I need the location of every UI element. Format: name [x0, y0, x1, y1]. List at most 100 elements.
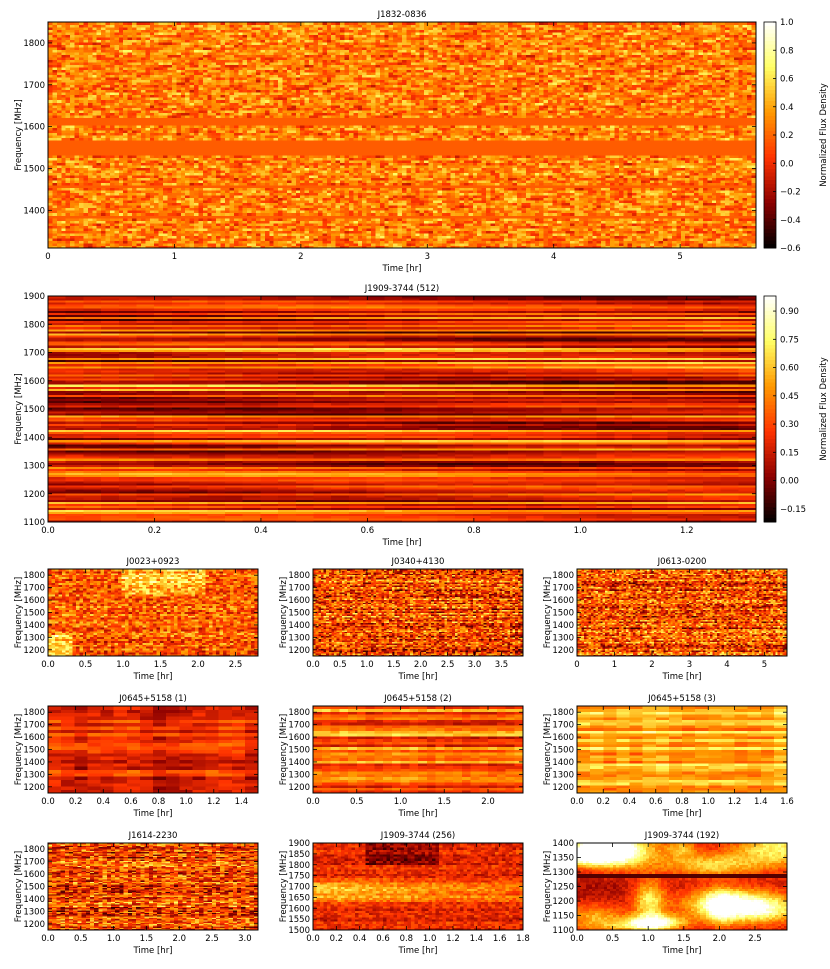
heatmap-cell	[565, 180, 571, 184]
heatmap-cell	[278, 210, 283, 214]
heatmap-cell	[432, 227, 438, 231]
heatmap-cell	[645, 182, 651, 186]
heatmap-cell	[592, 237, 598, 241]
heatmap-cell	[521, 245, 527, 249]
heatmap-cell	[326, 185, 332, 189]
heatmap-cell	[278, 225, 283, 229]
heatmap-cell	[145, 217, 151, 221]
heatmap-cell	[313, 172, 319, 176]
heatmap-cell	[220, 207, 226, 211]
heatmap-cell	[220, 187, 226, 191]
heatmap-cell	[384, 172, 390, 176]
heatmap-cell	[278, 170, 283, 174]
heatmap-cell	[742, 235, 748, 239]
heatmap-cell	[667, 217, 673, 221]
heatmap-cell	[406, 180, 412, 184]
heatmap-cell	[247, 182, 252, 186]
heatmap-cell	[198, 175, 204, 179]
heatmap-cell	[428, 242, 434, 246]
heatmap-cell	[295, 182, 301, 186]
heatmap-cell	[561, 222, 567, 226]
heatmap-cell	[552, 210, 558, 214]
heatmap-cell	[508, 242, 514, 246]
heatmap-cell	[725, 182, 730, 186]
heatmap-cell	[198, 192, 204, 196]
heatmap-cell	[654, 175, 660, 179]
heatmap-cell	[525, 240, 531, 244]
heatmap-cell	[463, 237, 469, 241]
heatmap-cell	[87, 230, 93, 234]
heatmap-cell	[424, 187, 429, 191]
heatmap-cell	[450, 187, 456, 191]
heatmap-cell	[78, 190, 84, 194]
heatmap-cell	[738, 212, 744, 216]
heatmap-cell	[437, 222, 443, 226]
heatmap-cell	[410, 200, 416, 204]
heatmap-cell	[317, 192, 323, 196]
heatmap-cell	[291, 230, 297, 234]
heatmap-cell	[273, 187, 279, 191]
heatmap-cell	[300, 225, 306, 229]
heatmap-cell	[52, 225, 58, 229]
heatmap-cell	[463, 240, 469, 244]
heatmap-cell	[295, 210, 301, 214]
heatmap-cell	[402, 177, 407, 181]
heatmap-cell	[499, 215, 505, 219]
heatmap-cell	[286, 182, 292, 186]
heatmap-cell	[83, 245, 89, 249]
heatmap-cell	[751, 237, 757, 241]
heatmap-cell	[247, 227, 252, 231]
heatmap-cell	[463, 172, 469, 176]
heatmap-cell	[539, 220, 544, 224]
heatmap-cell	[353, 235, 359, 239]
heatmap-cell	[548, 235, 553, 239]
heatmap-cell	[702, 232, 708, 236]
heatmap-cell	[278, 212, 283, 216]
heatmap-cell	[570, 217, 575, 221]
heatmap-cell	[725, 207, 730, 211]
heatmap-cell	[384, 235, 390, 239]
heatmap-cell	[667, 202, 673, 206]
heatmap-cell	[618, 240, 624, 244]
heatmap-cell	[194, 172, 199, 176]
heatmap-cell	[534, 222, 540, 226]
heatmap-cell	[264, 202, 270, 206]
heatmap-cell	[410, 185, 416, 189]
heatmap-cell	[260, 222, 266, 226]
heatmap-cell	[216, 240, 221, 244]
heatmap-cell	[609, 205, 615, 209]
heatmap-cell	[260, 205, 266, 209]
heatmap-cell	[65, 237, 71, 241]
heatmap-cell	[543, 230, 549, 234]
heatmap-cell	[295, 195, 301, 199]
heatmap-cell	[499, 195, 505, 199]
heatmap-cell	[503, 222, 509, 226]
heatmap-cell	[136, 192, 142, 196]
heatmap-cell	[118, 192, 124, 196]
heatmap-cell	[154, 202, 160, 206]
heatmap-cell	[636, 185, 642, 189]
heatmap-cell	[278, 222, 283, 226]
heatmap-cell	[534, 185, 540, 189]
heatmap-cell	[534, 175, 540, 179]
heatmap-cell	[636, 205, 642, 209]
heatmap-cell	[145, 180, 151, 184]
heatmap-cell	[508, 230, 514, 234]
heatmap-cell	[711, 215, 717, 219]
heatmap-cell	[273, 172, 279, 176]
heatmap-cell	[596, 177, 602, 181]
heatmap-cell	[592, 245, 598, 249]
heatmap-cell	[428, 180, 434, 184]
heatmap-cell	[229, 225, 235, 229]
heatmap-cell	[300, 197, 306, 201]
heatmap-cell	[273, 212, 279, 216]
heatmap-cell	[114, 245, 120, 249]
heatmap-cell	[503, 175, 509, 179]
heatmap-cell	[198, 185, 204, 189]
heatmap-cell	[601, 205, 606, 209]
heatmap-cell	[614, 185, 620, 189]
heatmap-cell	[463, 230, 469, 234]
heatmap-cell	[632, 210, 637, 214]
heatmap-cell	[729, 200, 735, 204]
heatmap-cell	[185, 225, 190, 229]
